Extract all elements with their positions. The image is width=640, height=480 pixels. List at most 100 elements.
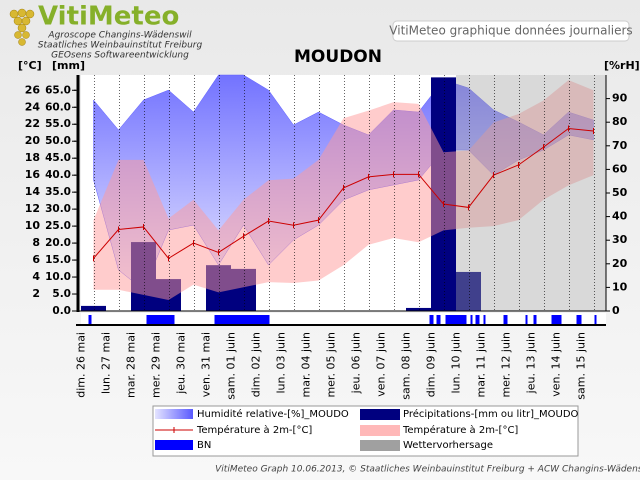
y-tick-label: 14: [25, 185, 41, 198]
mm-tick-label: 5.0: [52, 288, 71, 300]
logo: VitiMeteo: [38, 2, 179, 32]
legend-label: BN: [197, 440, 211, 451]
bn-period: [436, 315, 441, 324]
page-title: VitiMeteo graphique données journaliers: [389, 24, 632, 38]
x-tick-label: sam. 01 juin: [225, 332, 238, 400]
x-tick-label: dim. 02 juin: [250, 332, 263, 397]
bn-strip: [81, 313, 606, 325]
mm-tick-label: 15.0: [45, 254, 71, 266]
bn-period: [445, 315, 467, 324]
legend-label: Température à 2m-[°C]: [196, 424, 312, 436]
x-tick-label: jeu. 06 juin: [350, 332, 363, 394]
y-tick-label: 12: [25, 202, 40, 215]
bn-period: [533, 315, 537, 324]
forecast-area: [456, 75, 606, 311]
y2-tick-label: 40: [612, 210, 628, 223]
y-tick-label: 10: [25, 219, 41, 232]
y-tick-label: 2: [32, 287, 40, 300]
y-tick-label: 26: [25, 83, 41, 96]
bn-period: [525, 315, 528, 324]
x-tick-label: ven. 31 mai: [200, 332, 213, 397]
x-tick-label: sam. 08 juin: [400, 332, 413, 400]
x-tick-label: ven. 07 juin: [375, 332, 388, 397]
mm-tick-label: 60.0: [45, 101, 71, 113]
bn-period: [470, 315, 473, 324]
legend-swatch: [360, 425, 400, 436]
y-tick-label: 22: [25, 117, 40, 130]
mm-tick-label: 55.0: [45, 118, 71, 130]
bn-period: [88, 315, 92, 324]
y2-axis-label: [%rH]: [604, 59, 640, 72]
y-tick-label: 6: [32, 253, 40, 266]
y2-tick-label: 20: [612, 257, 628, 270]
precipitation-bar: [456, 271, 481, 311]
footer: VitiMeteo Graph 10.06.2013, © Staatliche…: [215, 465, 640, 475]
legend-swatch: [155, 409, 193, 419]
subtitle-line: Agroscope Changins-Wädenswil: [47, 31, 192, 41]
y-axis-label: [°C]: [18, 59, 42, 72]
y2-tick-label: 90: [612, 92, 628, 105]
y2-tick-label: 30: [612, 233, 628, 246]
bn-period: [594, 315, 597, 324]
x-tick-label: mer. 05 juin: [325, 332, 338, 398]
precipitation-bar: [406, 307, 431, 311]
y2-tick-label: 60: [612, 162, 628, 175]
bn-period: [146, 315, 175, 324]
legend-label: Wettervorhersage: [403, 440, 493, 451]
y2-tick-label: 10: [612, 280, 628, 293]
legend-label: Température à 2m-[°C]: [402, 424, 518, 436]
bn-period: [214, 315, 270, 324]
bn-period: [576, 315, 582, 324]
legend-swatch: [155, 440, 193, 450]
legend-label: Précipitations-[mm ou litr]_MOUDO: [403, 408, 579, 420]
bn-period: [475, 315, 480, 324]
x-tick-label: mer. 29 mai: [150, 332, 163, 398]
bn-period: [429, 315, 434, 324]
bn-period: [483, 315, 486, 324]
mm-tick-label: 20.0: [45, 237, 71, 249]
x-tick-label: mar. 11 juin: [475, 332, 488, 398]
mm-tick-label: 30.0: [45, 203, 71, 215]
x-tick-label: dim. 09 juin: [425, 332, 438, 397]
mm-tick-label: 25.0: [45, 220, 71, 232]
legend-swatch: [360, 440, 400, 451]
y-tick-label: 18: [25, 151, 40, 164]
mm-tick-label: 45.0: [45, 152, 71, 164]
legend-swatch: [360, 409, 400, 420]
x-tick-label: ven. 14 juin: [550, 332, 563, 397]
chart-title: MOUDON: [294, 47, 382, 67]
y-tick-label: 24: [25, 100, 41, 113]
mm-axis-label: [mm]: [52, 59, 85, 72]
x-tick-label: jeu. 30 mai: [175, 332, 188, 395]
x-tick-label: lun. 27 mai: [100, 332, 113, 394]
y2-tick-label: 0: [612, 304, 620, 317]
y-tick-label: 16: [25, 168, 41, 181]
x-tick-label: mar. 04 juin: [300, 332, 313, 398]
legend-label: Humidité relative-[%]_MOUDO: [197, 408, 349, 420]
x-tick-label: mar. 28 mai: [125, 332, 138, 398]
mm-tick-label: 65.0: [45, 84, 71, 96]
mm-tick-label: 50.0: [45, 135, 71, 147]
bn-period: [503, 315, 508, 324]
mm-tick-label: 40.0: [45, 169, 71, 181]
page-title-box: [392, 20, 630, 42]
x-tick-label: sam. 15 juin: [575, 332, 588, 400]
y2-tick-label: 50: [612, 186, 628, 199]
bn-period: [551, 315, 562, 324]
plot: 24681012141618202224260.05.010.015.020.0…: [25, 74, 628, 400]
y2-tick-label: 80: [612, 115, 628, 128]
mm-tick-label: 0.0: [52, 305, 71, 317]
subtitle-line: GEOsens Softwareentwicklung: [51, 51, 189, 61]
precipitation-bar: [81, 305, 106, 311]
y-tick-label: 20: [25, 134, 41, 147]
mm-tick-label: 35.0: [45, 186, 71, 198]
subtitle-line: Staatliches Weinbauinstitut Freiburg: [38, 41, 203, 51]
y-tick-label: 4: [32, 270, 40, 283]
x-tick-label: lun. 03 juin: [275, 332, 288, 394]
mm-tick-label: 10.0: [45, 271, 71, 283]
x-tick-label: dim. 26 mai: [75, 332, 88, 398]
y-tick-label: 8: [32, 236, 40, 249]
y2-tick-label: 70: [612, 139, 628, 152]
x-tick-label: lun. 10 juin: [450, 332, 463, 394]
